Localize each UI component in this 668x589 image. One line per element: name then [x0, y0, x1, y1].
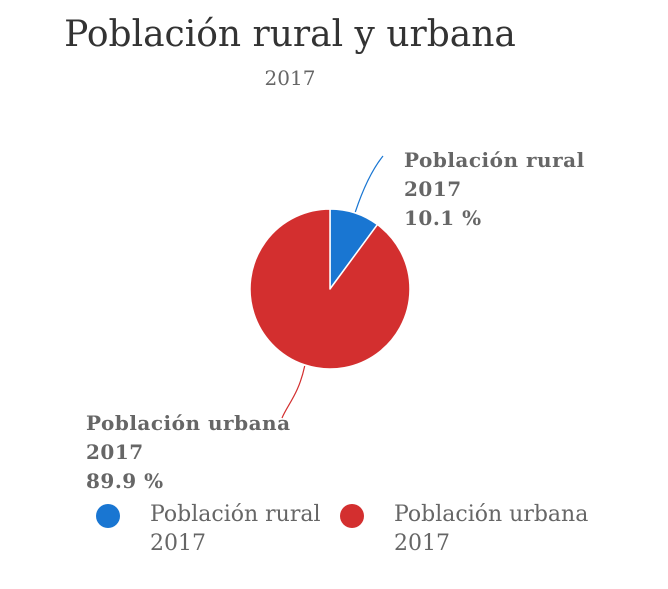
- legend-text-rural: Población rural 2017: [150, 500, 321, 558]
- data-label-rural-percent: 10.1 %: [404, 206, 482, 230]
- connector-line-rural: [354, 155, 384, 213]
- connector-line-urban: [281, 365, 306, 419]
- pie-slice-urban[interactable]: [249, 208, 411, 370]
- data-label-rural-year: 2017: [404, 177, 462, 201]
- data-label-urban-percent: 89.9 %: [86, 469, 164, 493]
- legend-year-urban: 2017: [394, 531, 450, 556]
- legend-year-rural: 2017: [150, 531, 206, 556]
- legend-item-urban[interactable]: Población urbana 2017: [340, 500, 588, 558]
- chart-legend: Población rural 2017 Población urbana 20…: [96, 500, 636, 570]
- legend-marker-urban: [340, 504, 364, 528]
- legend-label-urban: Población urbana: [394, 502, 589, 527]
- chart-title: Población rural y urbana: [64, 14, 516, 55]
- legend-marker-rural: [96, 504, 120, 528]
- chart-subtitle: 2017: [264, 66, 316, 90]
- data-label-rural-name: Población rural: [404, 148, 585, 172]
- legend-label-rural: Población rural: [150, 502, 321, 527]
- data-label-urban: Población urbana 2017 89.9 %: [86, 409, 291, 496]
- data-label-rural: Población rural 2017 10.1 %: [404, 146, 585, 233]
- legend-item-rural[interactable]: Población rural 2017: [96, 500, 321, 558]
- data-label-urban-name: Población urbana: [86, 411, 291, 435]
- data-label-urban-year: 2017: [86, 440, 144, 464]
- legend-text-urban: Población urbana 2017: [394, 500, 588, 558]
